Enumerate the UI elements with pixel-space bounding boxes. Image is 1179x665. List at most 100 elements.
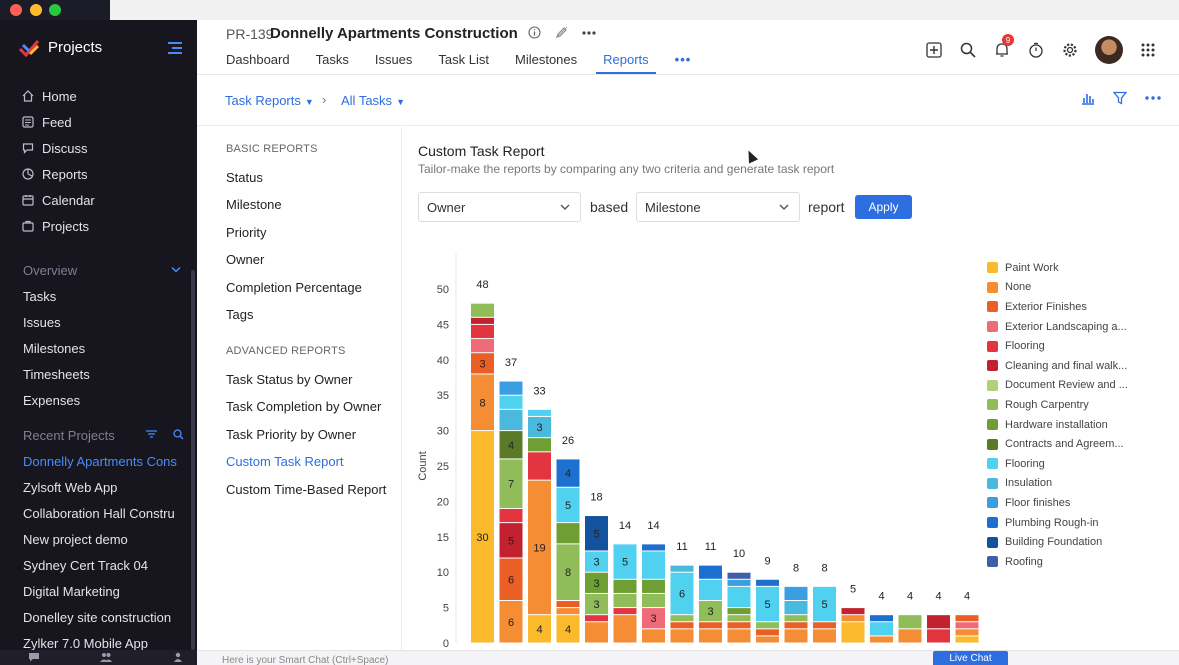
sidebar-item-feed[interactable]: Feed [0,109,197,135]
recent-project-item[interactable]: Zylsoft Web App [23,479,118,495]
bar-segment[interactable] [870,615,893,622]
bar-segment[interactable] [613,544,637,579]
filter-lines-icon[interactable] [146,429,157,439]
global-search-button[interactable] [951,39,985,61]
legend-item[interactable]: Rough Carpentry [987,395,1128,415]
bar-segment[interactable] [499,601,523,643]
maximize-window-button[interactable] [49,4,61,16]
apply-button[interactable]: Apply [855,195,912,219]
sidebar-item-home[interactable]: Home [0,83,197,109]
settings-button[interactable] [1053,39,1087,61]
bar-segment[interactable] [955,636,979,643]
bar-segment[interactable] [927,629,950,643]
bar-segment[interactable] [727,579,751,586]
bar-segment[interactable] [784,601,808,615]
filter-icon[interactable] [1113,91,1127,105]
bar-segment[interactable] [613,579,637,593]
bar-segment[interactable] [613,615,637,643]
bar-segment[interactable] [670,629,694,643]
bar-segment[interactable] [813,586,836,622]
bar-segment[interactable] [585,615,608,622]
report-link-completion-by-owner[interactable]: Task Completion by Owner [226,399,382,414]
bar-segment[interactable] [727,615,751,622]
legend-item[interactable]: Insulation [987,474,1128,494]
legend-item[interactable]: Cleaning and final walk... [987,356,1128,376]
sidebar-item-projects[interactable]: Projects [0,213,197,239]
menu-collapse-icon[interactable] [168,41,184,55]
bar-segment[interactable] [499,558,523,601]
sidebar-item-calendar[interactable]: Calendar [0,187,197,213]
bar-segment[interactable] [756,636,779,643]
sidebar-item-discuss[interactable]: Discuss [0,135,197,161]
legend-item[interactable]: Roofing [987,552,1128,572]
bar-segment[interactable] [585,551,608,572]
legend-item[interactable]: Document Review and ... [987,376,1128,396]
bar-segment[interactable] [528,438,551,452]
tab-issues[interactable]: Issues [374,52,413,67]
bar-segment[interactable] [784,615,808,622]
smart-chat-input[interactable]: Here is your Smart Chat (Ctrl+Space) [222,655,389,665]
tab-task-list[interactable]: Task List [438,52,489,67]
bar-segment[interactable] [699,565,722,579]
bar-segment[interactable] [499,395,523,409]
bar-segment[interactable] [642,551,665,579]
bar-segment[interactable] [471,303,494,317]
bar-segment[interactable] [528,615,551,643]
bar-segment[interactable] [556,544,580,601]
legend-item[interactable]: Floor finishes [987,493,1128,513]
sidebar-item-timesheets[interactable]: Timesheets [23,366,90,382]
bar-segment[interactable] [528,416,551,438]
legend-item[interactable]: Paint Work [987,258,1128,278]
bar-segment[interactable] [556,487,580,523]
bar-segment[interactable] [727,572,751,579]
bar-segment[interactable] [585,622,608,643]
close-window-button[interactable] [10,4,22,16]
report-link-tags[interactable]: Tags [226,307,254,322]
criteria-one-select[interactable]: Owner [418,192,581,222]
project-name[interactable]: Donnelly Apartments Construction [270,25,518,42]
edit-pencil-icon[interactable] [555,26,568,39]
recent-project-item[interactable]: Sydney Cert Track 04 [23,557,148,573]
timer-button[interactable] [1019,39,1053,61]
bar-segment[interactable] [670,572,694,615]
bar-chart-icon[interactable] [1081,91,1095,105]
recent-project-item[interactable]: Digital Marketing [23,583,120,599]
bar-segment[interactable] [699,601,722,622]
bar-segment[interactable] [499,431,523,459]
users-icon[interactable] [100,652,112,662]
tab-dashboard[interactable]: Dashboard [226,52,290,67]
bar-segment[interactable] [499,381,523,395]
tab-tasks[interactable]: Tasks [315,52,349,67]
bar-segment[interactable] [927,615,950,629]
minimize-window-button[interactable] [30,4,42,16]
bar-segment[interactable] [528,409,551,416]
bar-segment[interactable] [955,622,979,629]
bar-segment[interactable] [813,622,836,629]
bar-segment[interactable] [813,629,836,643]
bar-segment[interactable] [727,586,751,608]
bar-segment[interactable] [556,459,580,487]
bar-segment[interactable] [898,629,922,643]
bar-segment[interactable] [471,339,494,353]
bar-segment[interactable] [471,431,494,643]
contact-icon[interactable] [173,652,183,662]
report-link-status-by-owner[interactable]: Task Status by Owner [226,372,353,387]
bar-segment[interactable] [670,622,694,629]
bar-segment[interactable] [756,629,779,636]
bar-segment[interactable] [670,615,694,622]
recent-project-item[interactable]: Donnelly Apartments Cons [23,453,177,469]
chat-icon[interactable] [28,652,40,662]
tab-reports[interactable]: Reports [596,52,656,74]
bar-segment[interactable] [642,593,665,608]
legend-item[interactable]: Flooring [987,336,1128,356]
bar-segment[interactable] [727,622,751,629]
add-new-button[interactable] [917,39,951,61]
bar-segment[interactable] [699,629,722,643]
apps-grid-button[interactable] [1131,39,1165,61]
tab-milestones[interactable]: Milestones [515,52,578,67]
bar-segment[interactable] [642,544,665,551]
bar-segment[interactable] [756,622,779,629]
recent-project-item[interactable]: Zylker 7.0 Mobile App [23,635,149,651]
more-options-icon[interactable] [582,30,596,35]
bar-segment[interactable] [642,608,665,629]
